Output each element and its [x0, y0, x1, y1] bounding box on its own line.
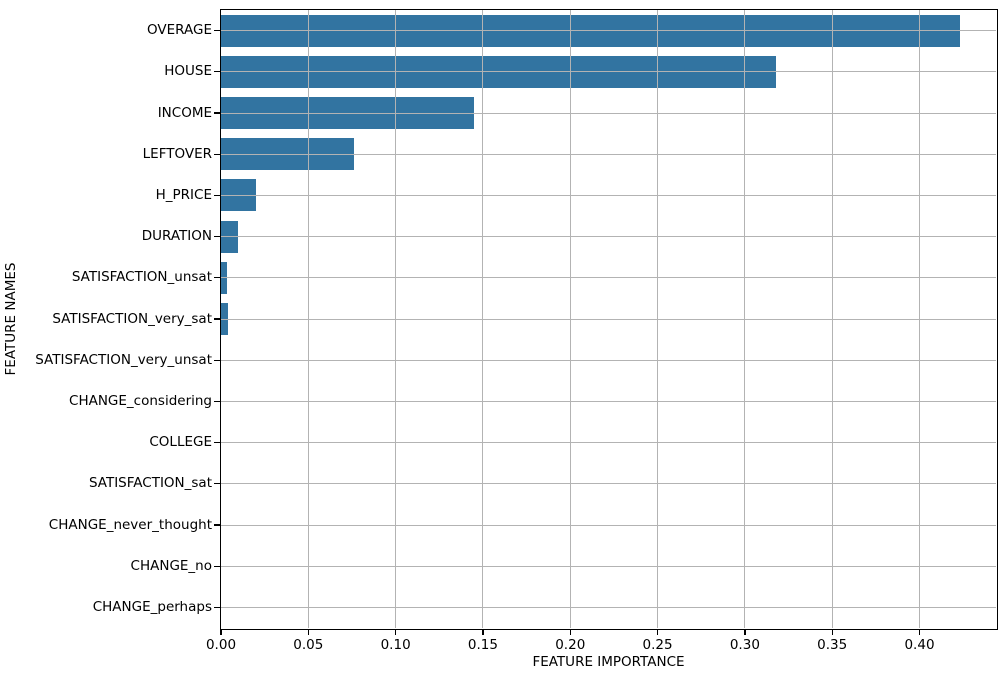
x-tick-label: 0.20 [555, 637, 586, 653]
x-tick-mark [656, 629, 659, 635]
horizontal-gridline [221, 483, 996, 485]
horizontal-gridline [221, 565, 996, 567]
horizontal-gridline [221, 606, 996, 608]
y-tick-label: SATISFACTION_very_unsat [35, 351, 212, 368]
horizontal-gridline [221, 30, 996, 32]
x-axis-label: FEATURE IMPORTANCE [532, 654, 685, 670]
y-tick-label: COLLEGE [149, 434, 212, 451]
y-tick-label: CHANGE_perhaps [92, 598, 212, 615]
horizontal-gridline [221, 71, 996, 73]
x-tick-mark [220, 629, 222, 635]
horizontal-gridline [221, 153, 996, 155]
y-tick-label: SATISFACTION_very_sat [52, 310, 212, 327]
y-tick-mark [213, 359, 220, 361]
y-tick-label: HOUSE [164, 63, 212, 80]
x-tick-mark [569, 629, 571, 635]
x-tick-label: 0.25 [642, 637, 673, 653]
y-tick-label: LEFTOVER [142, 145, 212, 162]
y-tick-label: DURATION [141, 228, 212, 245]
y-tick-label: SATISFACTION_unsat [71, 269, 212, 286]
y-tick-mark [213, 565, 220, 567]
horizontal-gridline [221, 442, 996, 444]
horizontal-gridline [221, 318, 996, 320]
y-tick-label: SATISFACTION_sat [88, 475, 212, 492]
y-tick-mark [213, 441, 220, 444]
y-tick-label: CHANGE_never_thought [48, 516, 212, 533]
y-tick-mark [213, 235, 220, 238]
horizontal-gridline [221, 359, 996, 361]
y-tick-mark [213, 194, 220, 197]
horizontal-gridline [221, 400, 996, 402]
y-tick-label: OVERAGE [147, 22, 212, 39]
x-tick-label: 0.40 [904, 637, 935, 653]
x-tick-label: 0.00 [205, 637, 237, 653]
x-tick-mark [744, 629, 746, 635]
y-tick-label: CHANGE_no [130, 557, 212, 574]
x-tick-mark [918, 629, 921, 635]
x-tick-mark [394, 629, 397, 635]
y-tick-mark [213, 29, 220, 32]
y-tick-mark [213, 483, 220, 485]
x-tick-label: 0.15 [467, 637, 498, 653]
y-tick-mark [213, 318, 220, 320]
x-tick-label: 0.10 [380, 637, 411, 653]
x-tick-mark [831, 629, 833, 635]
plot-area [221, 10, 996, 628]
y-tick-mark [213, 606, 220, 609]
horizontal-gridline [221, 524, 996, 526]
y-tick-label: CHANGE_considering [69, 392, 212, 409]
x-tick-label: 0.30 [729, 637, 760, 653]
x-tick-label: 0.05 [293, 637, 324, 653]
horizontal-gridline [221, 194, 996, 196]
y-tick-mark [213, 112, 220, 114]
y-tick-mark [213, 277, 220, 279]
y-tick-label: H_PRICE [155, 186, 212, 203]
horizontal-gridline [221, 277, 996, 279]
y-tick-mark [213, 400, 220, 403]
horizontal-gridline [221, 112, 996, 114]
y-tick-mark [213, 524, 220, 526]
x-tick-mark [307, 629, 309, 635]
horizontal-gridline [221, 236, 996, 238]
x-tick-mark [482, 629, 484, 635]
x-tick-label: 0.35 [817, 637, 848, 653]
y-tick-mark [213, 71, 220, 73]
y-tick-mark [213, 153, 220, 155]
y-tick-label: INCOME [157, 104, 212, 121]
